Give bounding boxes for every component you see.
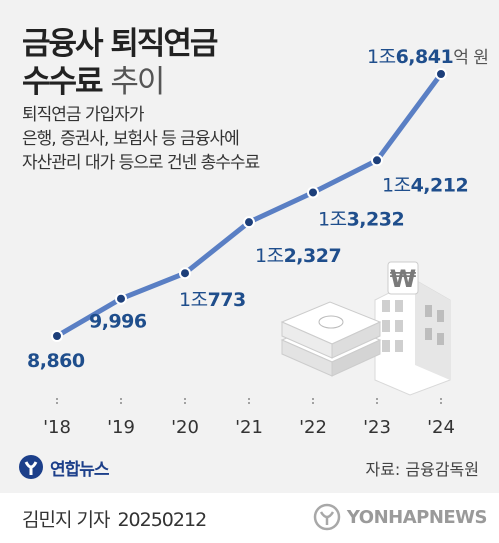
chart-title-light: 추이	[110, 64, 165, 100]
data-point	[371, 154, 383, 167]
data-label-unit: 억 원	[453, 48, 488, 68]
footer-bar	[0, 493, 499, 543]
data-point	[51, 330, 63, 342]
yonhap-watermark-icon	[313, 503, 341, 531]
x-tick-label: '18	[43, 417, 71, 438]
data-label: 1조3,232	[318, 208, 404, 230]
x-tick-label: '19	[107, 417, 135, 438]
data-label-prefix: 1조	[367, 46, 396, 68]
data-label-value: 3,232	[347, 208, 405, 230]
data-label: 8,860	[27, 350, 85, 372]
data-label-prefix: 1조	[318, 208, 347, 230]
data-point	[307, 186, 319, 199]
data-label: 9,996	[89, 311, 147, 333]
data-point	[115, 292, 127, 305]
x-tick-label: '22	[299, 417, 327, 438]
data-label-value: 4,212	[411, 174, 469, 196]
subtitle-line: 퇴직연금 가입자가	[22, 105, 145, 125]
x-tick-label: '23	[363, 417, 391, 438]
data-point	[243, 216, 255, 229]
byline: 김민지 기자 20250212	[22, 505, 207, 532]
data-label: 1조773	[179, 289, 246, 311]
data-label-value: 9,996	[89, 311, 147, 333]
publish-date: 20250212	[117, 509, 207, 531]
data-label: 1조4,212	[382, 174, 468, 196]
data-label-value: 2,327	[284, 245, 342, 267]
subtitle-line: 은행, 증권사, 보험사 등 금융사에	[22, 129, 240, 149]
watermark: YONHAPNEWS	[313, 500, 488, 534]
chart-title-line2: 수수료 추이	[22, 56, 165, 101]
brand-name: 연합뉴스	[50, 459, 110, 480]
reporter-name: 김민지 기자	[22, 509, 110, 531]
watermark-text: YONHAPNEWS	[346, 506, 488, 528]
x-tick-label: '20	[171, 417, 199, 438]
x-tick-label: '24	[427, 417, 455, 438]
data-label-value: 6,841	[396, 46, 454, 68]
data-label-value: 8,860	[27, 350, 85, 372]
data-label-value: 773	[208, 289, 246, 311]
brand-logo: 연합뉴스	[18, 452, 110, 482]
data-label-prefix: 1조	[382, 174, 411, 196]
chart-title-line1: 금융사 퇴직연금	[22, 26, 218, 62]
x-tick-label: '21	[235, 417, 263, 438]
money-building-icon: ₩	[280, 261, 451, 396]
svg-text:₩: ₩	[390, 265, 417, 293]
yonhap-logo-icon	[19, 455, 43, 479]
data-label-prefix: 1조	[179, 289, 208, 311]
source-note: 자료: 금융감독원	[365, 460, 479, 479]
data-point	[435, 68, 447, 80]
subtitle-line: 자산관리 대가 등으로 건넨 총수수료	[22, 153, 260, 173]
data-label-prefix: 1조	[255, 245, 284, 267]
chart-title-bold: 수수료	[22, 64, 104, 100]
data-label: 1조6,841억 원	[367, 46, 488, 68]
data-point	[179, 267, 191, 280]
chart-subtitle: 퇴직연금 가입자가 은행, 증권사, 보험사 등 금융사에 자산관리 대가 등으…	[22, 103, 260, 175]
data-label: 1조2,327	[255, 245, 341, 267]
